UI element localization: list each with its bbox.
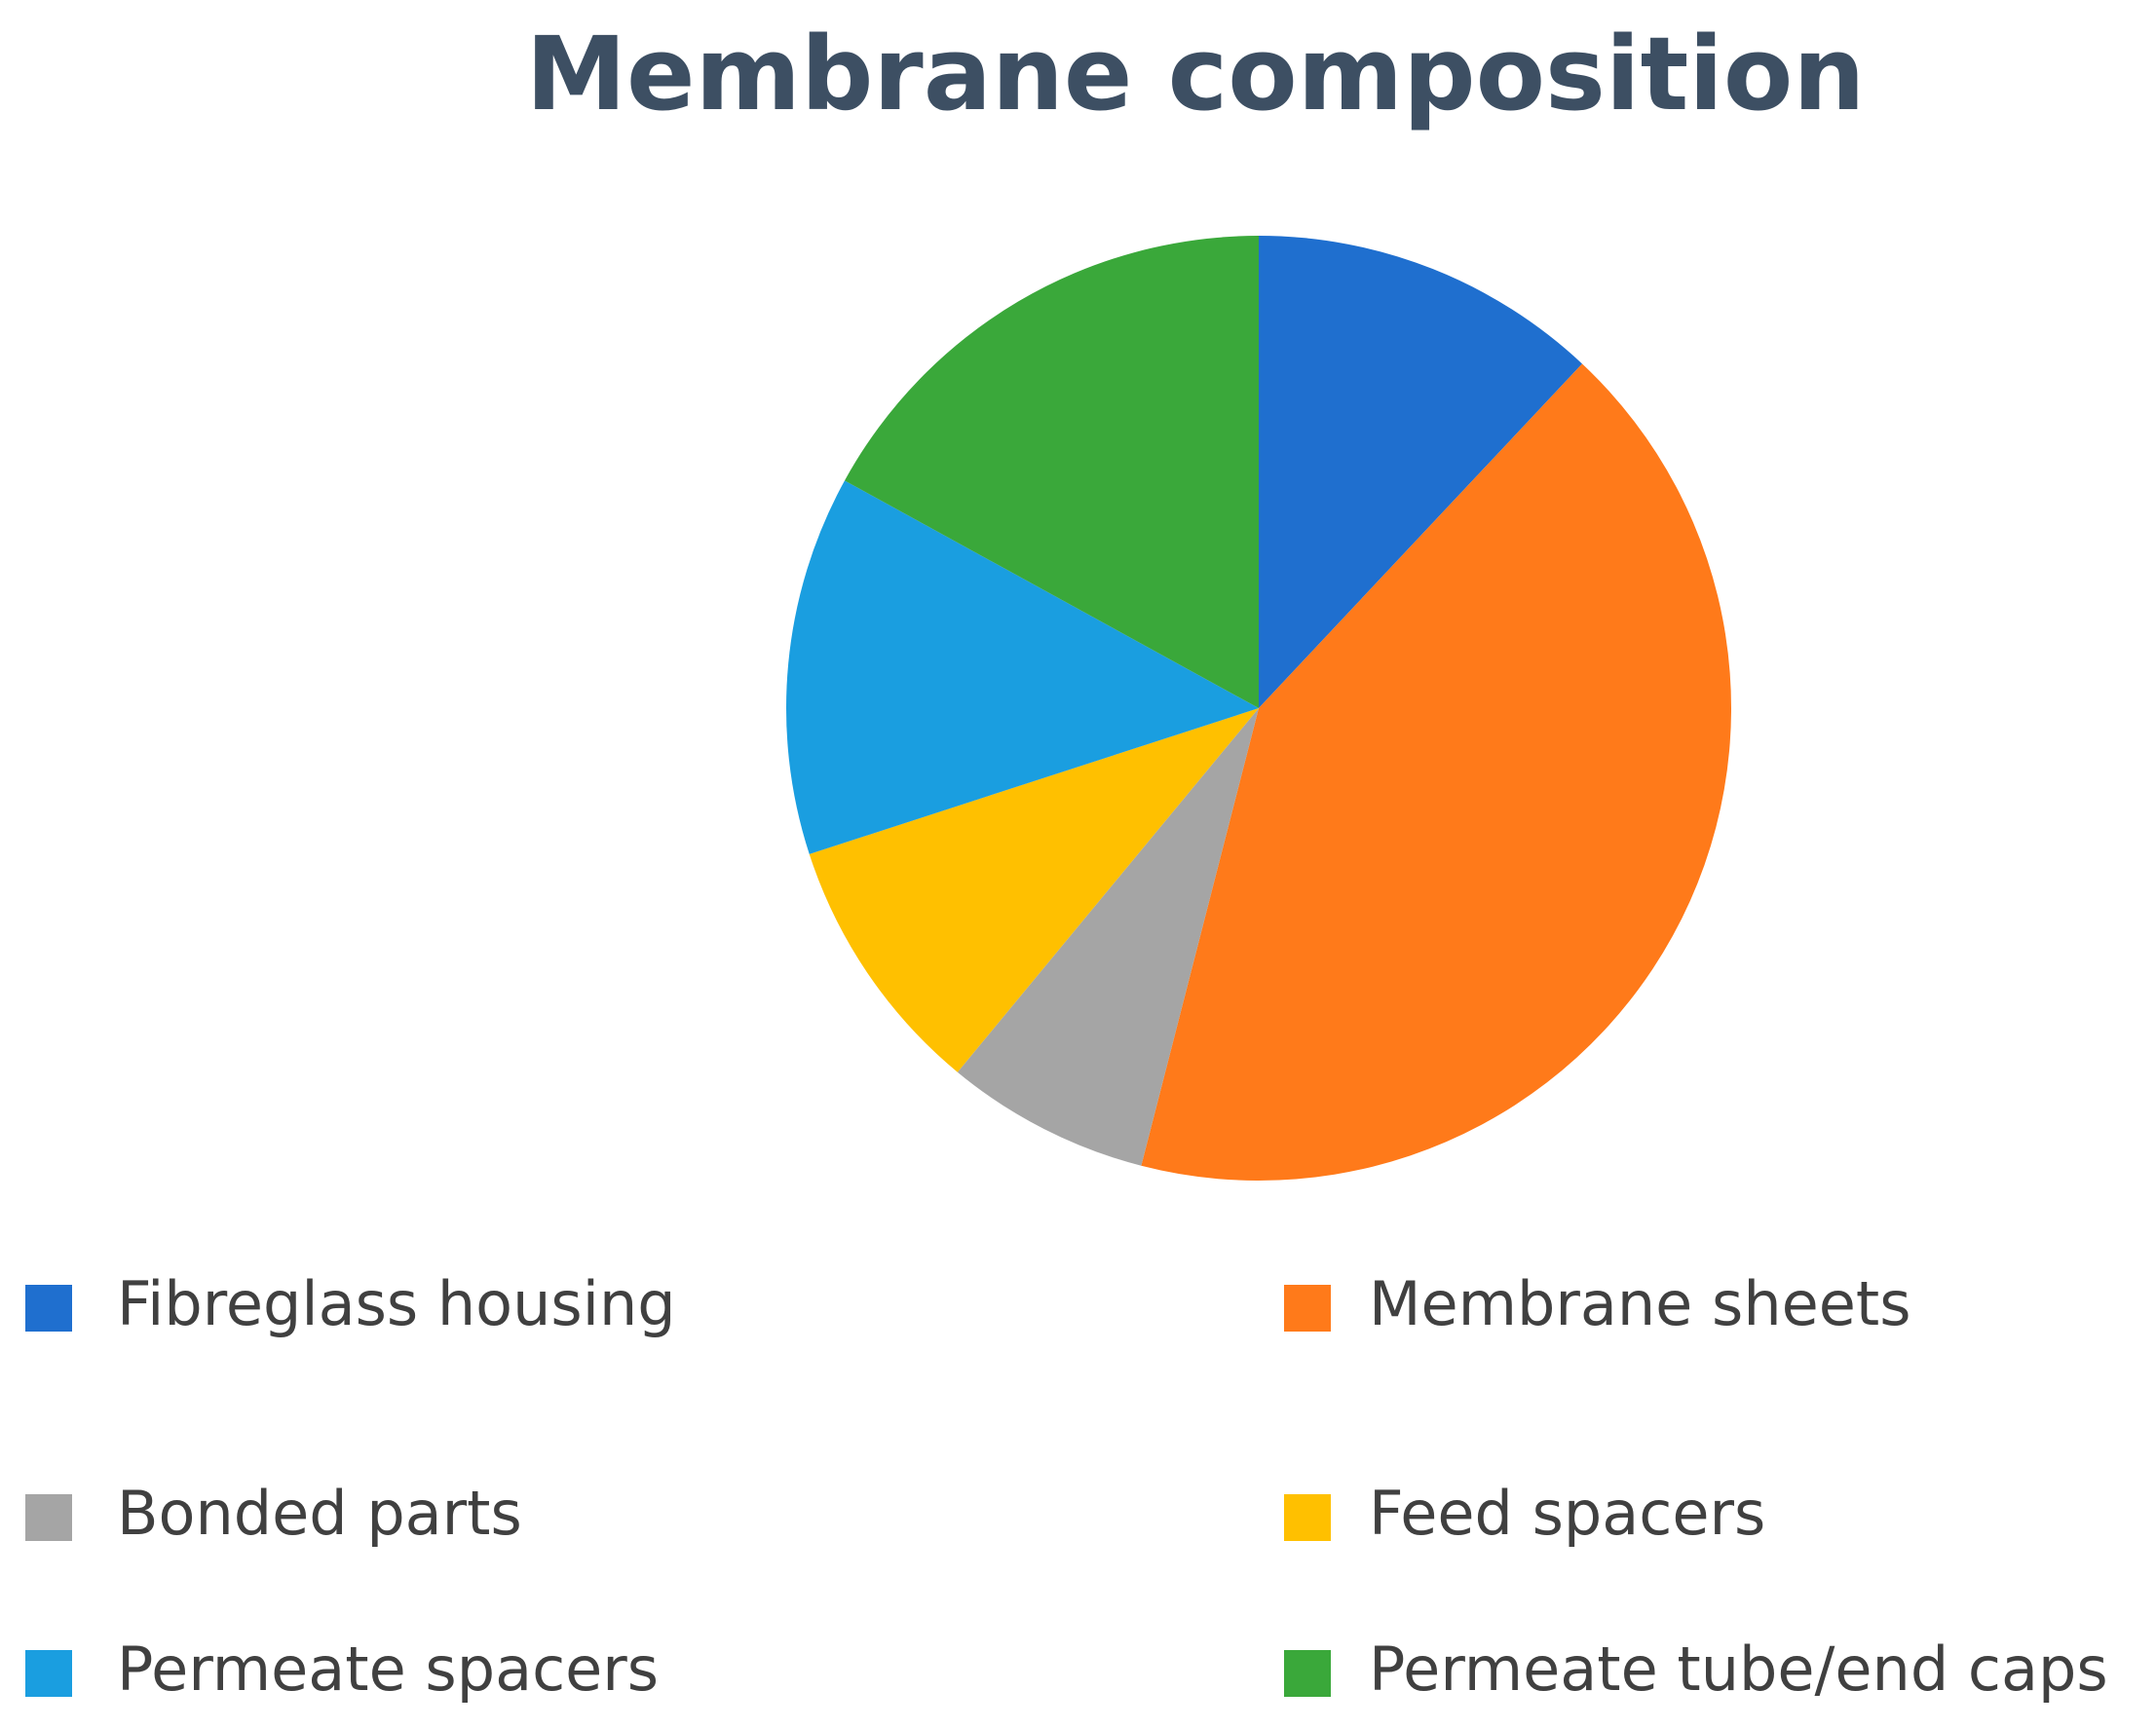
legend-swatch [25,1285,72,1332]
pie-slice [1259,236,1583,708]
legend-swatch [1284,1650,1331,1697]
pie-slice [809,708,1259,1072]
pie-slice [786,480,1259,854]
legend-label: Membrane sheets [1369,1268,1911,1339]
legend-label: Feed spacers [1369,1478,1765,1549]
legend-swatch [1284,1494,1331,1541]
legend-swatch [25,1494,72,1541]
legend-label: Permeate spacers [117,1634,659,1705]
pie-slice [1141,363,1731,1182]
pie-slice [957,708,1259,1166]
chart-title: Membrane composition [526,15,1866,133]
pie-slice [844,236,1259,708]
legend-swatch [1284,1285,1331,1332]
legend-swatch [25,1650,72,1697]
legend-label: Bonded parts [117,1478,522,1549]
legend-label: Fibreglass housing [117,1268,676,1339]
legend-label: Permeate tube/end caps [1369,1634,2108,1705]
